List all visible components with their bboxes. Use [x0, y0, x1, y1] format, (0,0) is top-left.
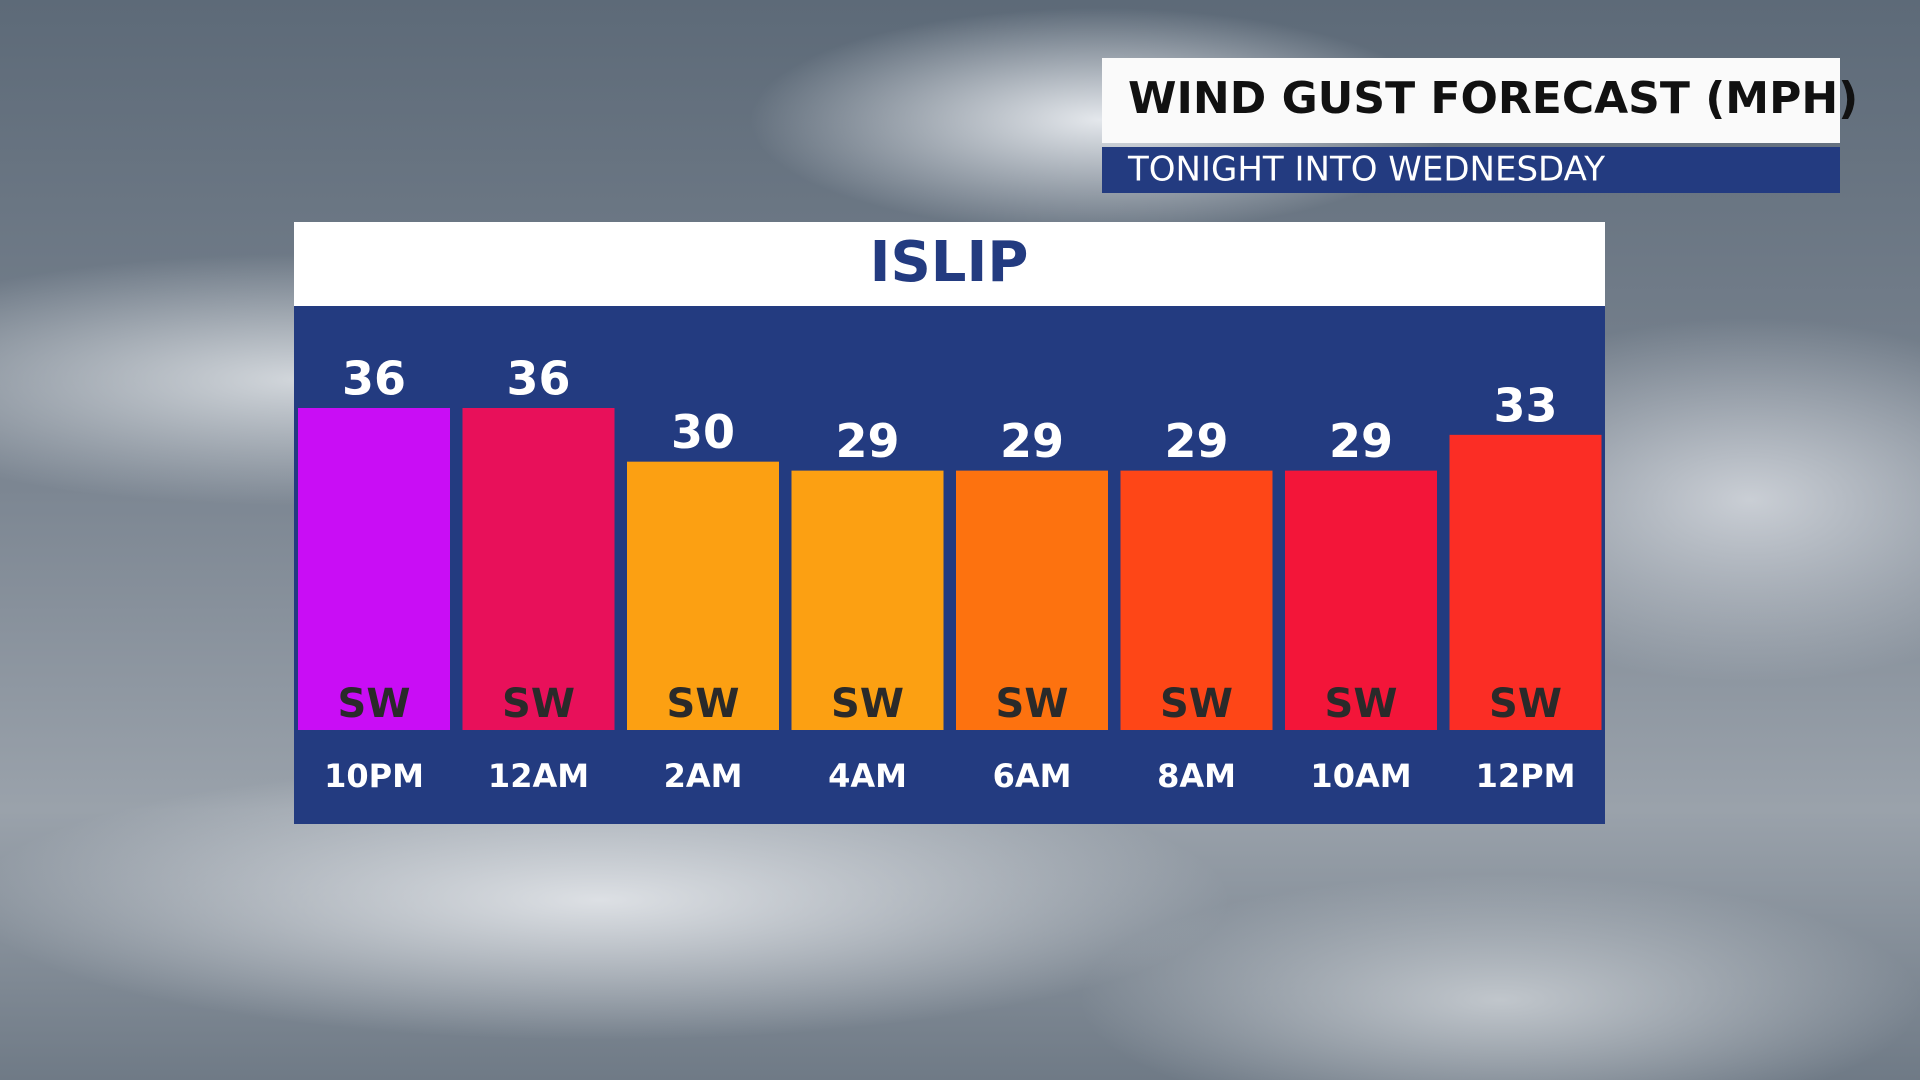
value-label: 33 — [1493, 378, 1557, 432]
subtitle-box — [1102, 147, 1840, 193]
direction-label: SW — [667, 681, 740, 727]
bar — [1285, 470, 1437, 730]
x-tick-label: 10PM — [324, 757, 424, 795]
bar — [1120, 470, 1273, 730]
x-tick-label: 12PM — [1476, 757, 1576, 795]
value-label: 36 — [506, 352, 570, 406]
direction-label: SW — [996, 681, 1069, 727]
header-box — [1102, 58, 1840, 143]
value-label: 29 — [835, 414, 899, 468]
x-tick-label: 4AM — [828, 757, 907, 795]
value-label: 29 — [1329, 414, 1393, 468]
header-title: WIND GUST FORECAST (MPH) — [1128, 73, 1858, 124]
bar — [791, 470, 944, 730]
x-tick-label: 2AM — [664, 757, 743, 795]
direction-label: SW — [338, 681, 411, 727]
bar — [462, 408, 615, 730]
value-label: 29 — [1164, 414, 1228, 468]
value-label: 30 — [671, 405, 735, 459]
bar — [1449, 434, 1602, 730]
x-tick-label: 12AM — [488, 757, 589, 795]
bar — [627, 461, 779, 730]
bar — [298, 408, 450, 730]
bar — [956, 470, 1108, 730]
x-tick-label: 6AM — [993, 757, 1072, 795]
direction-label: SW — [502, 681, 575, 727]
header-subtitle: TONIGHT INTO WEDNESDAY — [1127, 150, 1605, 190]
direction-label: SW — [1489, 681, 1562, 727]
x-tick-label: 8AM — [1157, 757, 1236, 795]
value-label: 36 — [342, 352, 406, 406]
direction-label: SW — [1325, 681, 1398, 727]
title-strip — [294, 222, 1605, 306]
x-tick-label: 10AM — [1310, 757, 1411, 795]
chart-title: ISLIP — [870, 230, 1029, 295]
value-label: 29 — [1000, 414, 1064, 468]
direction-label: SW — [1160, 681, 1233, 727]
direction-label: SW — [831, 681, 904, 727]
